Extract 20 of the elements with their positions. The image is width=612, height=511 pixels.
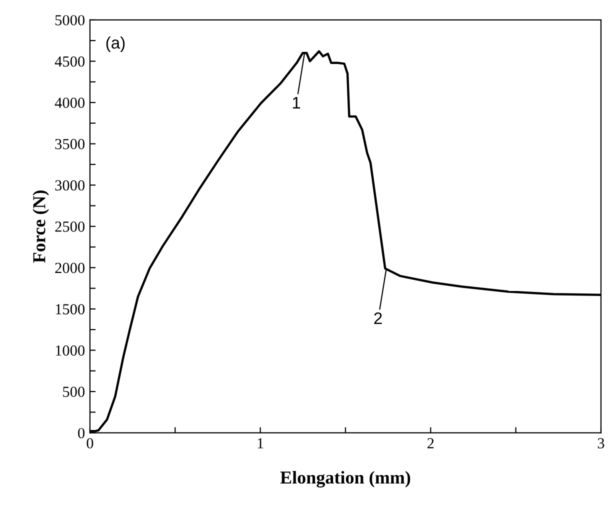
y-tick-label: 500	[63, 386, 85, 397]
y-tick-label: 1000	[56, 345, 85, 356]
x-tick-label: 2	[427, 438, 434, 448]
y-tick-label: 4000	[54, 98, 85, 108]
annotation: 2	[374, 312, 382, 324]
y-tick-label: 2500	[55, 222, 85, 232]
y-tick-label: 5000	[55, 15, 85, 26]
x-axis-title: Elongation (mm)	[280, 470, 410, 488]
y-axis-title: Force (N)	[32, 190, 49, 263]
x-tick-label: 0	[86, 438, 94, 448]
x-tick-label: 3	[598, 438, 604, 448]
y-tick-label: 1500	[56, 304, 85, 314]
y-tick-label: 3000	[55, 180, 85, 191]
y-tick-label: 0	[78, 428, 85, 438]
y-tick-label: 3500	[55, 138, 85, 150]
annotation: 1	[292, 97, 300, 109]
y-tick-label: 2000	[55, 262, 85, 274]
y-tick-label: 4500	[54, 56, 85, 67]
x-tick-label: 1	[258, 438, 264, 448]
annotation: (a)	[106, 36, 125, 52]
